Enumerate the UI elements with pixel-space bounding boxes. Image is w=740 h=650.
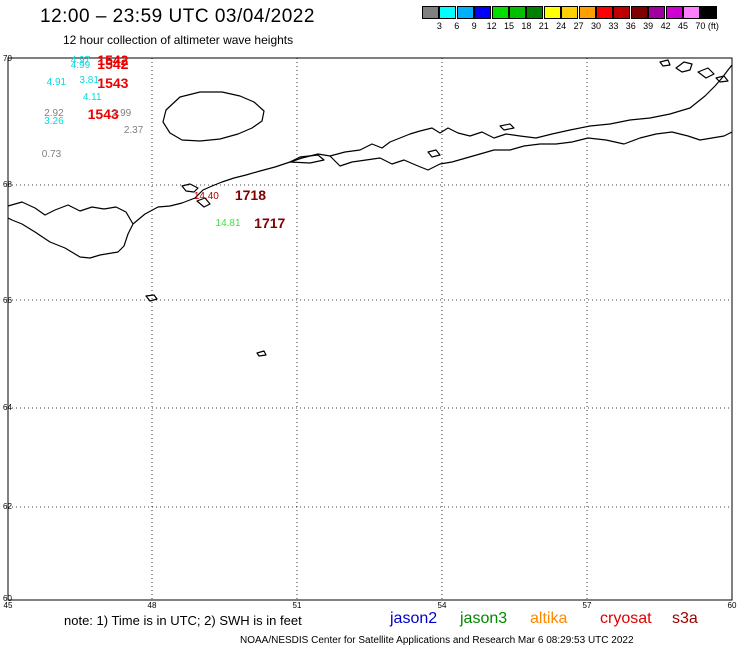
observation-label: 4.97 bbox=[70, 55, 91, 67]
footer-credit: NOAA/NESDIS Center for Satellite Applica… bbox=[240, 635, 634, 646]
pechora-delta-coastline bbox=[329, 131, 733, 171]
colorbar-swatch bbox=[596, 6, 613, 19]
lon-label-54: 54 bbox=[437, 601, 447, 610]
colorbar-tick-label: 45 bbox=[677, 21, 688, 31]
kolguev-island-coastline bbox=[162, 91, 265, 142]
satellite-legend-item: cryosat bbox=[600, 610, 652, 627]
island-outline-4 bbox=[145, 294, 158, 302]
footer-note: note: 1) Time is in UTC; 2) SWH is in fe… bbox=[64, 613, 302, 628]
observation-label: 1717 bbox=[254, 214, 286, 231]
colorbar-swatch bbox=[578, 6, 596, 19]
colorbar-swatch bbox=[543, 6, 561, 19]
cheshskaya-bay-coastline bbox=[132, 64, 733, 225]
observation-label: 4.11 bbox=[82, 92, 102, 103]
island-outline-5 bbox=[256, 350, 267, 357]
colorbar-tick-label: 33 bbox=[608, 21, 619, 31]
satellite-legend-item: jason2 bbox=[390, 610, 438, 627]
map-subtitle: 12 hour collection of altimeter wave hei… bbox=[63, 33, 294, 47]
map-title: 12:00 – 23:59 UTC 03/04/2022 bbox=[40, 6, 315, 27]
observation-label: 14.81 bbox=[215, 218, 241, 230]
colorbar-tick-label: 9 bbox=[471, 21, 477, 31]
observation-label: 1543 bbox=[87, 105, 119, 122]
lon-label-57: 57 bbox=[582, 601, 592, 610]
colorbar-swatch bbox=[561, 6, 579, 19]
colorbar-tick-label: 39 bbox=[643, 21, 654, 31]
graticule bbox=[8, 58, 732, 600]
lon-label-51: 51 bbox=[292, 601, 302, 610]
colorbar-swatch bbox=[648, 6, 666, 19]
observation-label: 4.91 bbox=[46, 77, 67, 89]
observation-label: 4.99 bbox=[70, 59, 91, 71]
lat-label-60: 60 bbox=[3, 594, 12, 603]
colorbar-swatch bbox=[509, 6, 526, 19]
island-outline-6 bbox=[675, 61, 693, 73]
colorbar-swatch bbox=[683, 6, 700, 19]
satellite-legend-item: jason3 bbox=[460, 610, 508, 627]
lon-label-60: 60 bbox=[727, 601, 737, 610]
island-outline-7 bbox=[697, 67, 715, 79]
colorbar-swatch bbox=[422, 6, 439, 19]
colorbar-swatch bbox=[474, 6, 492, 19]
colorbar-swatch bbox=[665, 6, 683, 19]
colorbar-swatch bbox=[630, 6, 648, 19]
island-outline-3 bbox=[196, 197, 211, 208]
colorbar-swatch bbox=[456, 6, 474, 19]
island-outline-8 bbox=[659, 59, 671, 67]
colorbar-tick-label: 27 bbox=[573, 21, 584, 31]
colorbar-tick-label: 24 bbox=[556, 21, 567, 31]
observation-label: 1542 bbox=[97, 51, 129, 68]
map-frame bbox=[7, 57, 733, 601]
island-outline-1 bbox=[289, 154, 325, 164]
colorbar-tick-label: 42 bbox=[660, 21, 671, 31]
colorbar-tick-label: 6 bbox=[454, 21, 460, 31]
island-outline-11 bbox=[499, 123, 515, 131]
colorbar-swatch bbox=[526, 6, 544, 19]
colorbar-swatch bbox=[439, 6, 457, 19]
observation-label: 3.26 bbox=[44, 116, 64, 128]
observation-label: 2.92 bbox=[44, 107, 64, 119]
observation-label: 3.81 bbox=[79, 75, 99, 87]
colorbar-swatch bbox=[700, 6, 718, 19]
observation-label: 14.40 bbox=[193, 190, 219, 202]
lat-label-64: 64 bbox=[3, 403, 12, 412]
lon-label-45: 45 bbox=[3, 601, 13, 610]
colorbar-tick-label: 70 bbox=[695, 21, 706, 31]
observation-label: 1542 bbox=[97, 56, 129, 73]
island-outline-2 bbox=[181, 183, 199, 193]
island-outline-10 bbox=[427, 149, 441, 158]
lat-label-66: 66 bbox=[3, 296, 12, 305]
observation-label: 0.73 bbox=[41, 148, 62, 160]
colorbar-tick-label: 21 bbox=[538, 21, 549, 31]
observation-label: 2.99 bbox=[111, 107, 132, 119]
lat-label-62: 62 bbox=[3, 502, 12, 511]
colorbar-tick-label: 15 bbox=[503, 21, 514, 31]
colorbar-tick-label: 3 bbox=[436, 21, 442, 31]
colorbar-swatch bbox=[613, 6, 631, 19]
colorbar-tick-label: 12 bbox=[486, 21, 497, 31]
island-outline-9 bbox=[715, 75, 729, 83]
colorbar-tick-label: 18 bbox=[521, 21, 532, 31]
lon-label-48: 48 bbox=[147, 601, 157, 610]
mainland-coastline bbox=[7, 201, 134, 259]
satellite-legend-item: altika bbox=[530, 610, 568, 627]
satellite-legend-item: s3a bbox=[672, 610, 698, 627]
observation-label: 1718 bbox=[234, 187, 266, 204]
observation-label: 2.37 bbox=[123, 125, 144, 137]
colorbar-unit-label: (ft) bbox=[707, 21, 719, 31]
colorbar-tick-label: 36 bbox=[625, 21, 636, 31]
lat-label-68: 68 bbox=[3, 180, 12, 189]
observation-label: 1543 bbox=[97, 75, 129, 92]
lat-label-70: 70 bbox=[3, 54, 12, 63]
colorbar-swatch bbox=[491, 6, 509, 19]
colorbar-tick-label: 30 bbox=[590, 21, 601, 31]
